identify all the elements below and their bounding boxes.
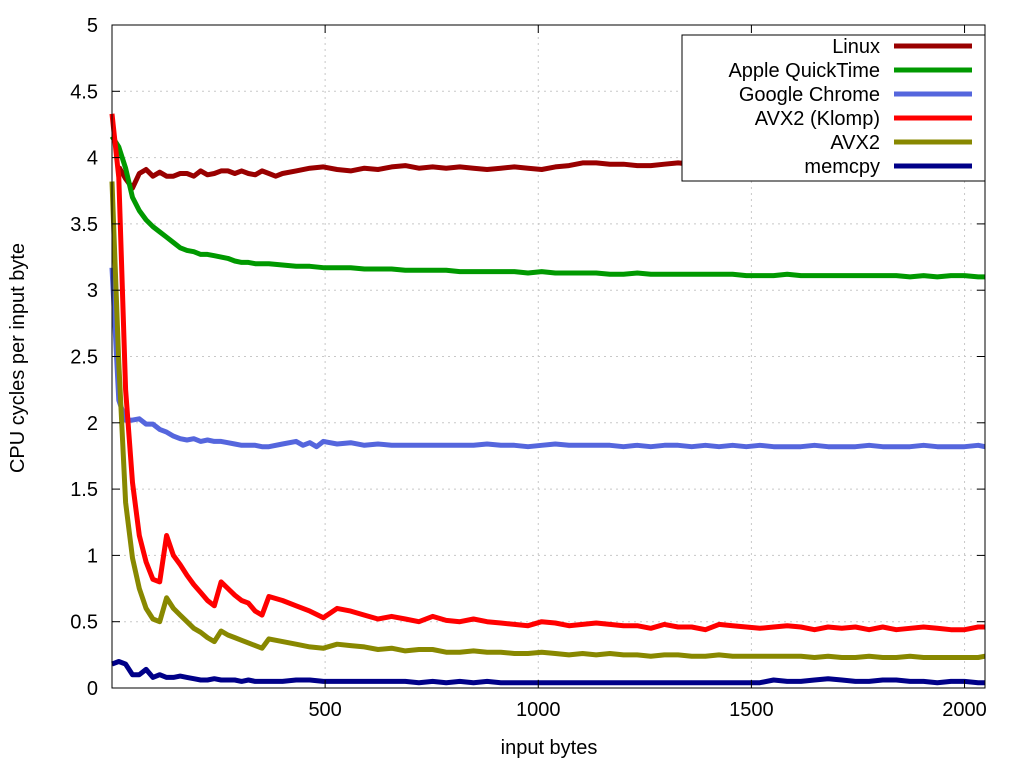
x-tick-label: 1000 [516,699,561,721]
series-line-avx2 [109,181,986,660]
y-tick-label: 4.5 [70,81,98,103]
series-line-apple-quicktime [109,135,985,280]
y-tick-label: 3.5 [70,214,98,236]
series-line-avx2-klomp [109,113,985,633]
y-tick-label: 0.5 [70,612,98,634]
y-tick-label: 2.5 [70,347,98,369]
series-line-google-chrome [109,267,986,450]
y-tick-label: 2 [87,413,98,435]
y-tick-label: 1 [87,545,98,567]
legend-label: Google Chrome [739,84,880,106]
y-tick-label: 3 [87,280,98,302]
series-line-memcpy [111,659,985,686]
y-tick-label: 0 [87,678,98,700]
legend-label: Apple QuickTime [728,60,880,82]
x-tick-label: 500 [308,699,341,721]
y-tick-label: 5 [87,15,98,37]
x-axis-ticks: 500 1000 1500 2000 [308,25,987,721]
x-axis-label: input bytes [501,737,598,759]
y-tick-label: 1.5 [70,479,98,501]
x-tick-label: 1500 [729,699,774,721]
y-tick-label: 4 [87,148,98,170]
series-lines [109,113,986,686]
legend-label: memcpy [804,156,880,178]
y-axis-label: CPU cycles per input byte [7,243,29,473]
y-axis-ticks: 0 0.5 1 1.5 2 2.5 3 3.5 4 4.5 5 [70,15,985,700]
legend-label: AVX2 [830,132,880,154]
legend-label: Linux [832,36,880,58]
x-tick-label: 2000 [942,699,987,721]
legend-box [681,34,986,182]
legend-label: AVX2 (Klomp) [755,108,880,130]
